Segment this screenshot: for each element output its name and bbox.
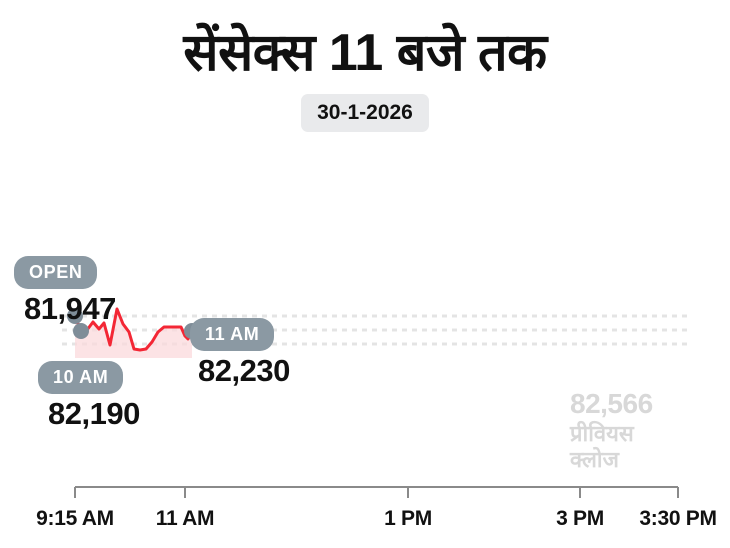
previous-close-label: प्रीवियस क्लोज [570, 421, 634, 472]
x-axis-label: 11 AM [155, 507, 215, 530]
date-badge-container: 30-1-2026 [0, 94, 730, 132]
callout-open-value: 81,947 [24, 291, 116, 326]
x-axis-label: 9:15 AM [36, 507, 114, 530]
callout-11am-value: 82,230 [198, 353, 290, 388]
chart-line [73, 307, 194, 352]
callout-10am-value: 82,190 [48, 396, 140, 431]
header: सेंसेक्स 11 बजे तक 30-1-2026 [0, 0, 730, 132]
callout-11am: 11 AM 82,230 [190, 318, 290, 387]
callout-10am: 10 AM 82,190 [38, 361, 140, 430]
chart-marker-dot [73, 323, 89, 339]
x-axis [74, 486, 679, 498]
date-badge: 30-1-2026 [301, 94, 429, 132]
previous-close: 82,566 प्रीवियस क्लोज [570, 389, 680, 473]
callout-open: OPEN 81,947 [14, 256, 116, 325]
page-title: सेंसेक्स 11 बजे तक [183, 24, 547, 82]
x-axis-label: 3 PM [556, 507, 604, 530]
chart-marker-dot [67, 308, 83, 324]
callout-11am-pill: 11 AM [190, 318, 275, 351]
chart-area-fill [75, 309, 192, 358]
x-axis-label: 1 PM [384, 507, 432, 530]
x-axis-label: 3:30 PM [639, 507, 717, 530]
callout-10am-pill: 10 AM [38, 361, 124, 394]
callout-open-pill: OPEN [14, 256, 98, 289]
previous-close-value: 82,566 [570, 388, 653, 419]
